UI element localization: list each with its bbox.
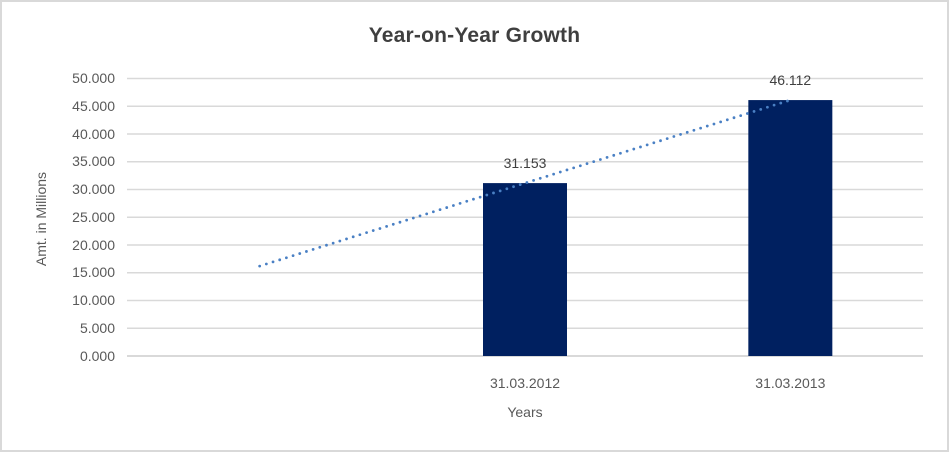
y-tick-label: 15.000 <box>72 264 115 281</box>
y-tick-label: 35.000 <box>72 153 115 170</box>
y-tick-label: 50.000 <box>72 70 115 86</box>
y-tick-label: 40.000 <box>72 125 115 142</box>
trendline <box>258 98 792 268</box>
y-tick-label: 20.000 <box>72 236 115 253</box>
category-label: 31.03.2013 <box>755 375 826 391</box>
bar-data-label: 31.153 <box>503 154 547 171</box>
chart-title: Year-on-Year Growth <box>368 24 581 47</box>
x-axis-title: Years <box>507 404 543 420</box>
y-tick-label: 25.000 <box>72 208 115 225</box>
bar-data-label: 46.112 <box>769 71 812 88</box>
y-tick-label: 0.000 <box>79 347 115 364</box>
y-tick-label: 45.000 <box>72 97 115 114</box>
bar <box>483 183 567 356</box>
y-tick-label: 5.000 <box>79 319 115 336</box>
y-tick-label: 30.000 <box>72 181 115 197</box>
category-label: 31.03.2012 <box>489 375 561 391</box>
y-tick-label: 10.000 <box>72 292 115 308</box>
bar <box>748 100 833 356</box>
